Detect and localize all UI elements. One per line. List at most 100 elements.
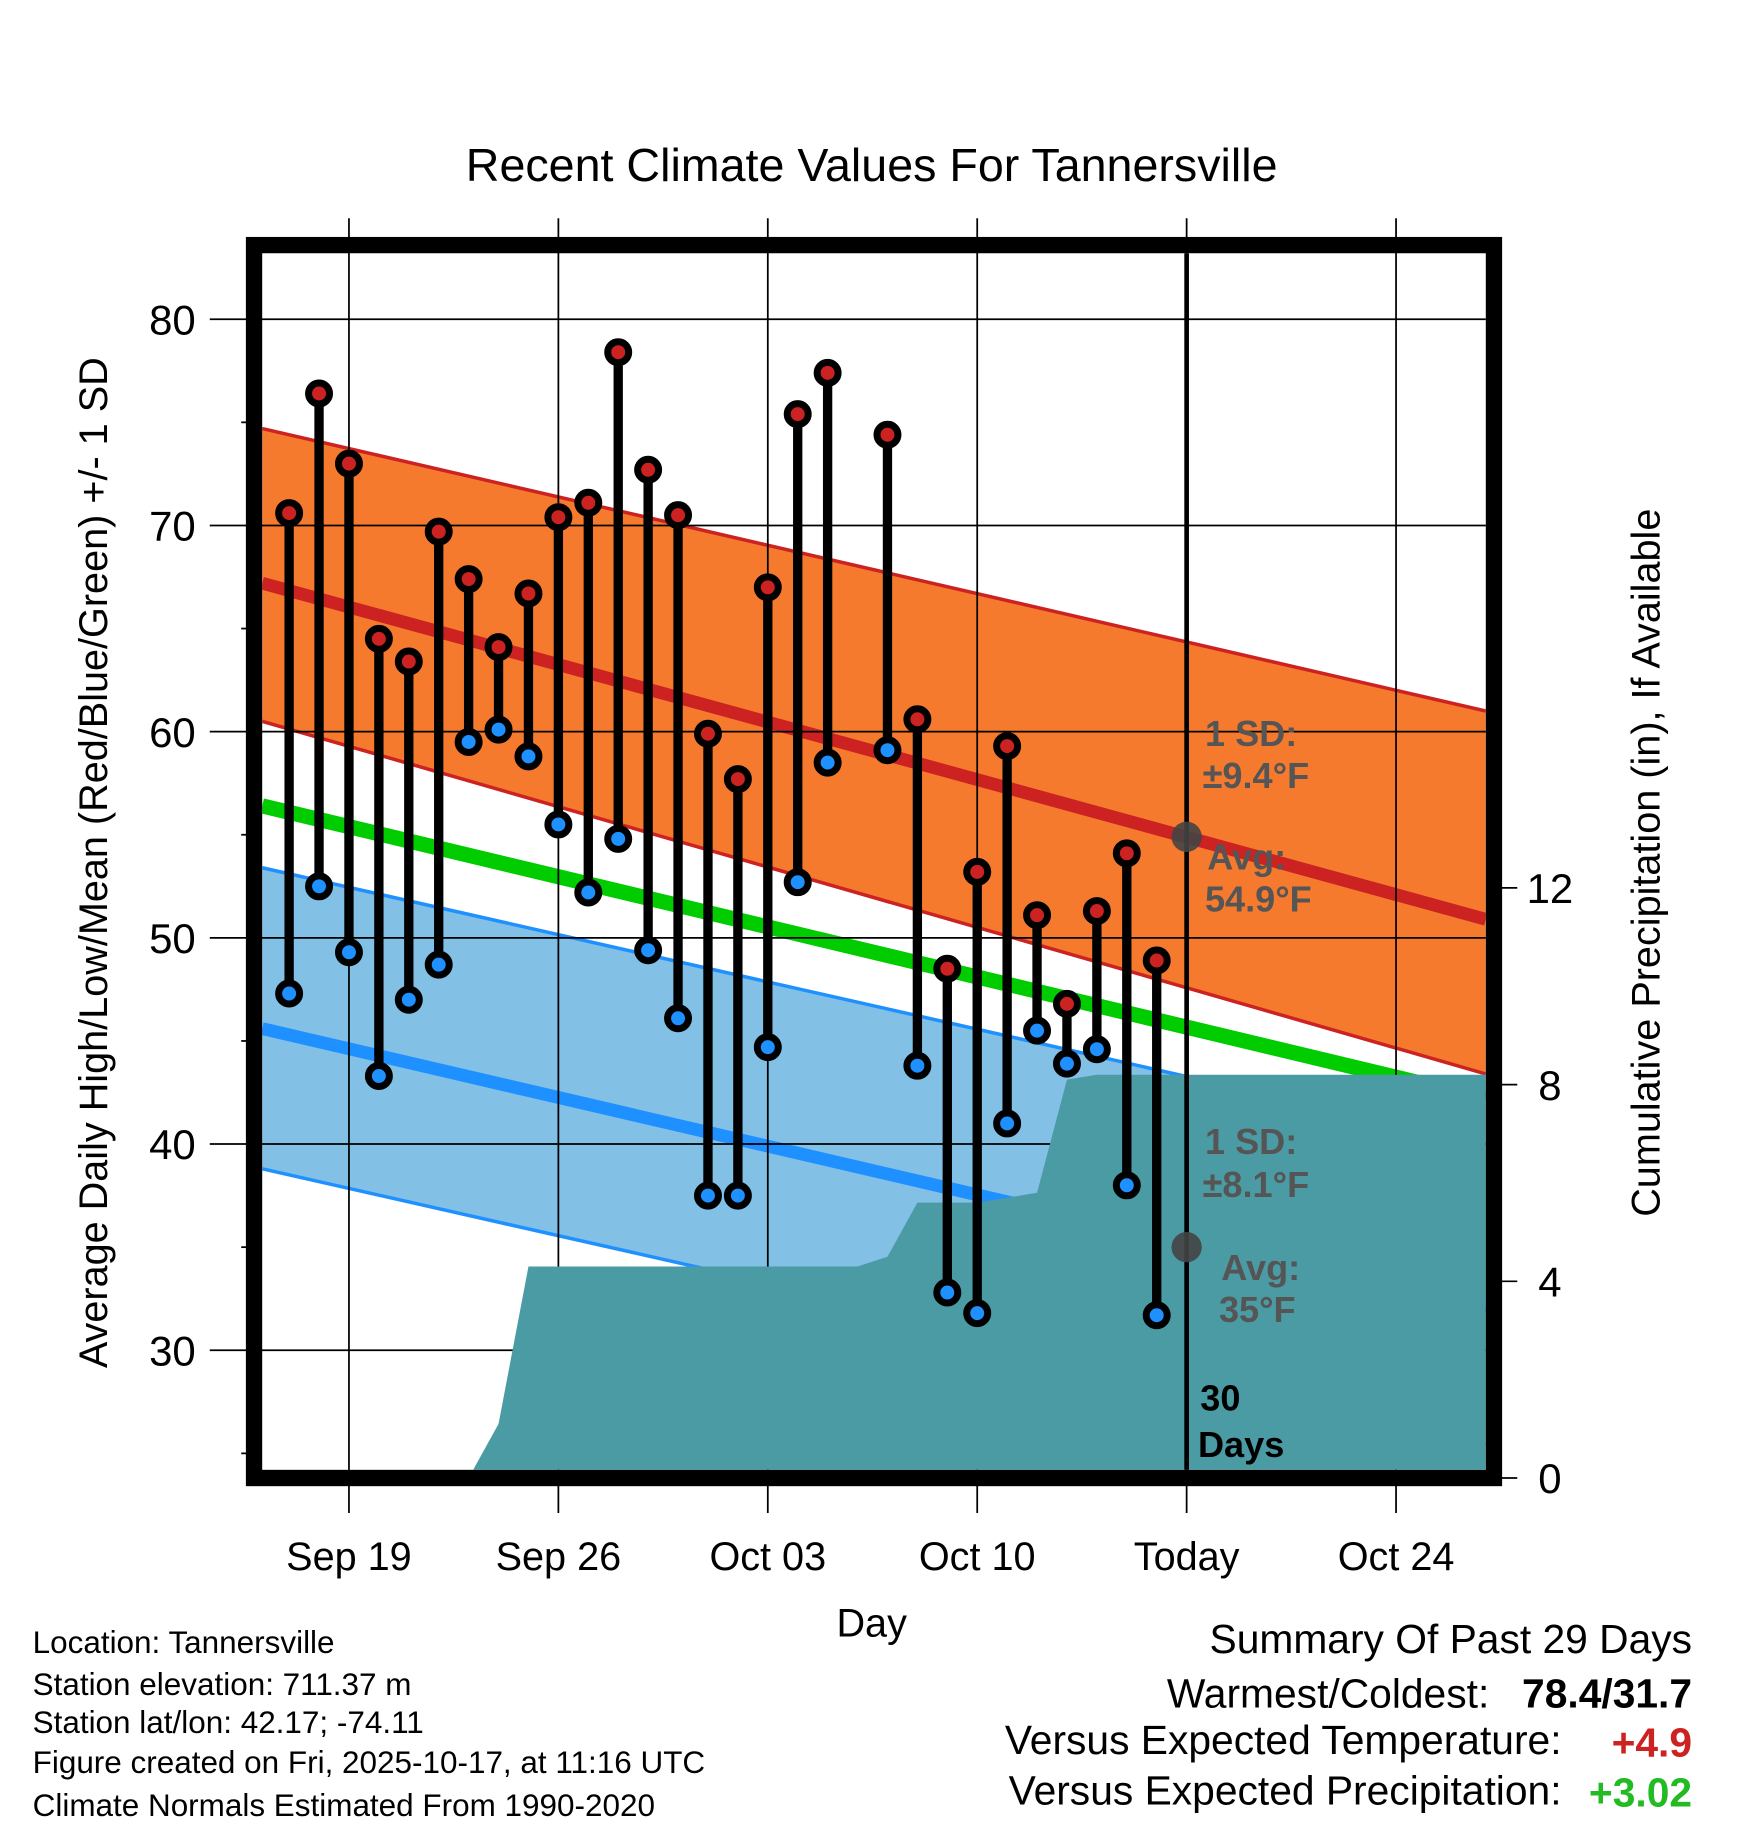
low-avg-today-dot xyxy=(1171,1232,1202,1263)
daily-high-point xyxy=(664,501,693,530)
daily-low-point xyxy=(454,727,483,756)
station-info: Location: Tannersville Station elevation… xyxy=(33,1625,706,1823)
y2-tick-label: 4 xyxy=(1538,1258,1561,1305)
daily-high-point xyxy=(873,420,902,449)
daily-low-point xyxy=(1142,1301,1171,1330)
x-tick-label: Today xyxy=(1134,1535,1240,1579)
daily-high-point xyxy=(693,719,722,748)
x-tick-label: Oct 10 xyxy=(919,1535,1036,1579)
daily-low-point xyxy=(305,872,334,901)
summary-precip-label: Versus Expected Precipitation: xyxy=(1009,1767,1562,1813)
daily-low-point xyxy=(813,748,842,777)
low-sd-label: 1 SD: xyxy=(1205,1121,1297,1162)
daily-low-point xyxy=(394,985,423,1014)
daily-high-point xyxy=(305,379,334,408)
daily-high-point xyxy=(1112,839,1141,868)
daily-high-point xyxy=(1023,901,1052,930)
cumulative-precip-area xyxy=(262,1074,1486,1470)
daily-high-point xyxy=(514,579,543,608)
footer-latlon: Station lat/lon: 42.17; -74.11 xyxy=(33,1705,424,1740)
daily-low-point xyxy=(783,868,812,897)
y-tick-label: 70 xyxy=(149,503,196,550)
daily-low-point xyxy=(634,936,663,965)
daily-high-point xyxy=(753,573,782,602)
high-sd-value: ±9.4°F xyxy=(1203,755,1310,796)
window-days-label: Days xyxy=(1198,1424,1284,1465)
daily-low-point xyxy=(753,1033,782,1062)
daily-high-point xyxy=(723,765,752,794)
summary-warm-cold-label: Warmest/Coldest: xyxy=(1167,1671,1489,1717)
daily-low-point xyxy=(544,810,573,839)
daily-high-point xyxy=(544,503,573,532)
daily-high-point xyxy=(604,338,633,367)
daily-low-point xyxy=(1112,1171,1141,1200)
daily-low-point xyxy=(334,938,363,967)
y-tick-label: 40 xyxy=(149,1121,196,1168)
daily-high-point xyxy=(574,488,603,517)
low-avg-label: Avg: xyxy=(1221,1247,1300,1288)
footer-created: Figure created on Fri, 2025-10-17, at 11… xyxy=(33,1745,706,1780)
daily-low-point xyxy=(424,950,453,979)
daily-high-point xyxy=(334,449,363,478)
daily-low-point xyxy=(723,1181,752,1210)
daily-low-point xyxy=(604,824,633,853)
daily-low-point xyxy=(933,1278,962,1307)
daily-low-point xyxy=(664,1004,693,1033)
daily-low-point xyxy=(1023,1016,1052,1045)
window-days-number: 30 xyxy=(1200,1377,1240,1418)
normal-mean-line xyxy=(262,798,1486,1107)
daily-low-point xyxy=(574,878,603,907)
summary-temp-label: Versus Expected Temperature: xyxy=(1005,1717,1562,1763)
footer-normals: Climate Normals Estimated From 1990-2020 xyxy=(33,1788,655,1823)
summary-warm-cold-value: 78.4/31.7 xyxy=(1522,1671,1692,1717)
daily-high-point xyxy=(484,633,513,662)
y2-tick-label: 12 xyxy=(1527,865,1574,912)
daily-high-point xyxy=(275,499,304,528)
y2-axis-label: Cumulative Precipitation (in), If Availa… xyxy=(1624,509,1668,1217)
y-tick-label: 80 xyxy=(149,296,196,343)
plot-frame xyxy=(245,236,1503,1487)
y-tick-label: 30 xyxy=(149,1327,196,1374)
high-avg-value: 54.9°F xyxy=(1205,879,1312,920)
daily-high-point xyxy=(933,954,962,983)
daily-low-point xyxy=(514,742,543,771)
y-tick-label: 50 xyxy=(149,915,196,962)
x-tick-label: Sep 26 xyxy=(496,1535,622,1579)
x-tick-label: Sep 19 xyxy=(286,1535,412,1579)
low-avg-value: 35°F xyxy=(1219,1289,1296,1330)
x-axis-label: Day xyxy=(836,1602,907,1646)
high-avg-today-dot xyxy=(1171,821,1202,852)
daily-low-point xyxy=(484,715,513,744)
summary-precip-value: +3.02 xyxy=(1589,1770,1692,1816)
daily-high-point xyxy=(454,565,483,594)
daily-high-point xyxy=(1052,989,1081,1018)
daily-high-point xyxy=(903,705,932,734)
daily-low-point xyxy=(364,1062,393,1090)
high-plus-sd-line xyxy=(262,426,1486,713)
daily-high-point xyxy=(1142,946,1171,975)
daily-low-point xyxy=(1082,1035,1111,1064)
daily-low-point xyxy=(963,1299,992,1328)
daily-low-point xyxy=(873,736,902,765)
high-avg-label: Avg: xyxy=(1207,837,1286,878)
daily-low-point xyxy=(693,1181,722,1210)
daily-low-point xyxy=(993,1109,1022,1138)
high-sd-label: 1 SD: xyxy=(1205,713,1297,754)
daily-high-point xyxy=(993,732,1022,761)
summary-title: Summary Of Past 29 Days xyxy=(1210,1616,1693,1662)
y-axis-label: Average Daily High/Low/Mean (Red/Blue/Gr… xyxy=(72,357,116,1368)
x-tick-label: Oct 03 xyxy=(709,1535,826,1579)
high-minus-sd-line xyxy=(262,719,1486,1076)
daily-high-point xyxy=(424,517,453,546)
daily-low-point xyxy=(903,1051,932,1080)
y-tick-label: 60 xyxy=(149,709,196,756)
daily-high-point xyxy=(963,857,992,886)
chart-title: Recent Climate Values For Tannersville xyxy=(466,139,1278,191)
footer-location: Location: Tannersville xyxy=(33,1625,335,1660)
summary-panel: Summary Of Past 29 Days Warmest/Coldest:… xyxy=(1005,1616,1692,1816)
daily-high-point xyxy=(1082,897,1111,926)
low-sd-value: ±8.1°F xyxy=(1203,1164,1310,1205)
daily-high-point xyxy=(783,400,812,429)
summary-temp-value: +4.9 xyxy=(1612,1720,1692,1766)
